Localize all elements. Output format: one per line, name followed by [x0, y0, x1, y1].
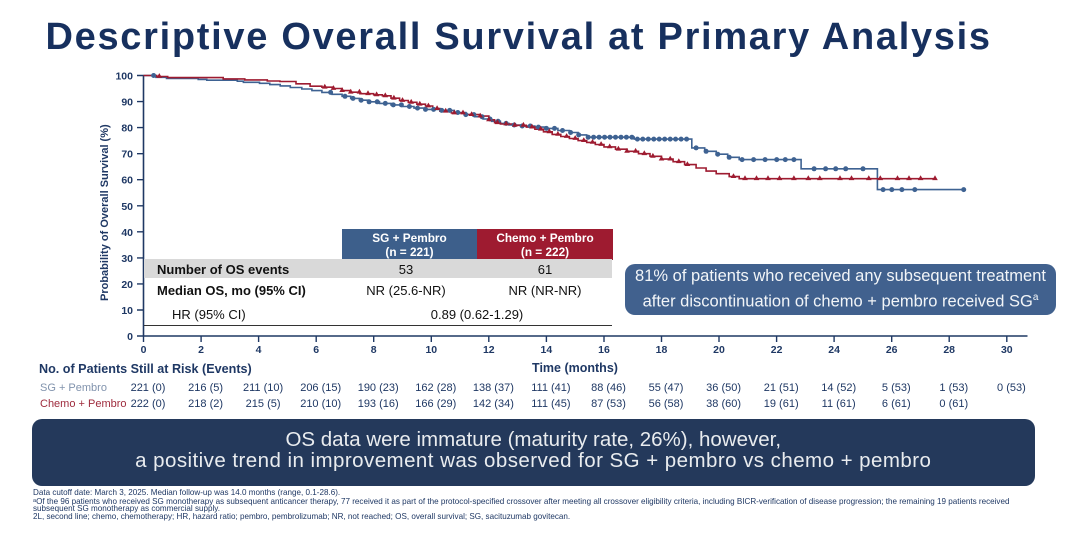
svg-text:4: 4	[256, 344, 262, 356]
svg-text:30: 30	[121, 253, 133, 265]
svg-text:2: 2	[198, 344, 204, 356]
svg-text:60: 60	[121, 175, 133, 187]
svg-text:80: 80	[121, 123, 133, 135]
svg-text:22: 22	[771, 344, 783, 356]
svg-text:70: 70	[121, 149, 133, 161]
svg-text:8: 8	[371, 344, 377, 356]
svg-text:6: 6	[313, 344, 319, 356]
svg-text:20: 20	[713, 344, 725, 356]
svg-text:Time (months): Time (months)	[532, 361, 618, 375]
svg-text:16: 16	[598, 344, 610, 356]
svg-text:90: 90	[121, 97, 133, 109]
svg-text:12: 12	[483, 344, 495, 356]
svg-text:30: 30	[1001, 344, 1013, 356]
svg-text:0: 0	[141, 344, 147, 356]
svg-text:28: 28	[943, 344, 955, 356]
svg-text:0: 0	[127, 331, 133, 343]
svg-text:24: 24	[828, 344, 840, 356]
svg-text:26: 26	[886, 344, 898, 356]
svg-text:10: 10	[425, 344, 437, 356]
svg-text:100: 100	[115, 71, 133, 83]
svg-text:18: 18	[656, 344, 668, 356]
svg-text:40: 40	[121, 227, 133, 239]
svg-text:10: 10	[121, 305, 133, 317]
svg-text:14: 14	[541, 344, 553, 356]
svg-text:20: 20	[121, 279, 133, 291]
svg-text:50: 50	[121, 201, 133, 213]
